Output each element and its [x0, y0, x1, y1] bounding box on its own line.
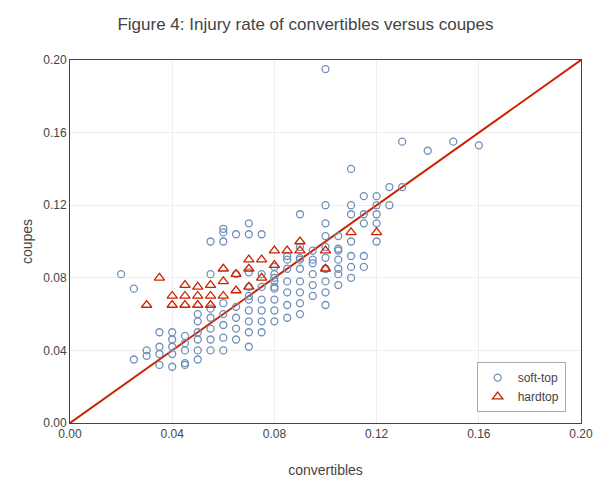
svg-text:0.16: 0.16 [43, 126, 67, 140]
svg-text:0.04: 0.04 [161, 427, 185, 441]
svg-text:convertibles: convertibles [288, 462, 363, 478]
svg-text:0.20: 0.20 [569, 427, 593, 441]
svg-text:0.08: 0.08 [43, 271, 67, 285]
svg-text:0.08: 0.08 [263, 427, 287, 441]
svg-text:0.12: 0.12 [43, 198, 67, 212]
svg-text:0.00: 0.00 [43, 416, 67, 430]
svg-text:coupes: coupes [19, 219, 35, 264]
svg-text:0.12: 0.12 [365, 427, 389, 441]
svg-text:Figure 4: Injury rate of conve: Figure 4: Injury rate of convertibles ve… [117, 15, 493, 34]
svg-text:0.20: 0.20 [43, 53, 67, 67]
svg-text:soft-top: soft-top [518, 371, 558, 385]
svg-text:hardtop: hardtop [518, 390, 559, 404]
svg-text:0.16: 0.16 [467, 427, 491, 441]
svg-text:0.04: 0.04 [43, 344, 67, 358]
svg-text:0.00: 0.00 [58, 427, 82, 441]
